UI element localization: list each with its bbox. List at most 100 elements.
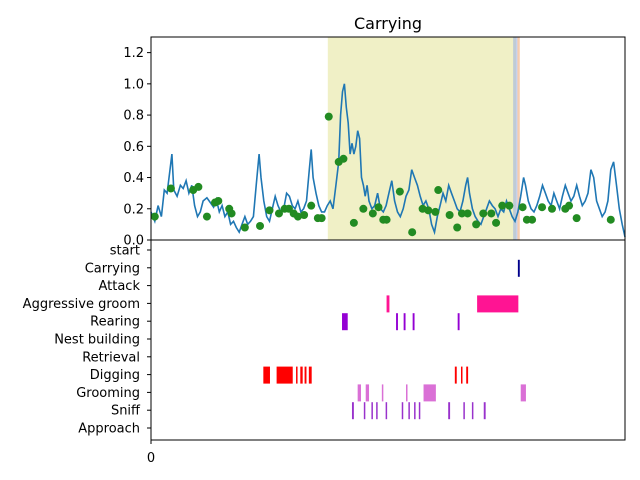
marker-point [339, 154, 348, 163]
marker-point [498, 201, 507, 210]
marker-point [265, 206, 274, 215]
category-label: Sniff [111, 404, 141, 419]
marker-point [150, 212, 159, 221]
shaded-span-1 [513, 37, 518, 240]
event-bar [448, 402, 451, 420]
marker-point [457, 209, 466, 218]
category-label: Aggressive groom [23, 297, 140, 312]
event-bar [386, 295, 390, 313]
event-bar [517, 259, 520, 277]
event-bar [406, 384, 408, 402]
marker-point [472, 220, 481, 229]
category-label: Digging [90, 368, 140, 383]
marker-point [479, 209, 488, 218]
event-bar [351, 402, 354, 420]
marker-point [606, 215, 615, 224]
event-bar [308, 366, 312, 384]
category-label: Approach [78, 422, 140, 437]
event-bar [365, 384, 370, 402]
event-bar [520, 384, 526, 402]
event-bar [463, 402, 465, 420]
marker-point [382, 215, 391, 224]
x-tick-label: 0 [147, 451, 155, 466]
marker-point [487, 209, 496, 218]
event-bar [466, 366, 469, 384]
event-bar [414, 402, 416, 420]
event-bar [300, 366, 303, 384]
category-label: Carrying [85, 261, 140, 276]
y-tick-label: 0.8 [123, 109, 144, 124]
bottom-plot-area [151, 240, 625, 440]
behavior-raster-chart: start Carrying Attack Aggressive groom Reari… [23, 239, 626, 466]
y-tick-label: 1.0 [123, 77, 144, 92]
marker-point [240, 223, 249, 232]
marker-point [505, 201, 514, 210]
marker-point [300, 211, 309, 220]
event-bar [477, 295, 519, 313]
event-bar [296, 366, 298, 384]
event-bar [385, 402, 388, 420]
marker-point [538, 203, 547, 212]
marker-point [492, 218, 501, 227]
event-bar [483, 402, 486, 420]
marker-point [565, 201, 574, 210]
event-bar [276, 366, 293, 384]
marker-point [166, 184, 175, 193]
y-tick-label: 1.2 [123, 46, 144, 61]
category-label: Rearing [90, 315, 140, 330]
event-bar [357, 384, 361, 402]
marker-point [463, 209, 472, 218]
y-tick-label: 0.6 [123, 140, 144, 155]
shaded-span-2 [517, 37, 520, 240]
marker-point [431, 207, 440, 216]
event-bar [304, 366, 307, 384]
category-label: Attack [98, 279, 140, 294]
marker-point [368, 209, 377, 218]
event-bar [396, 313, 398, 331]
marker-point [408, 228, 417, 237]
top-line-chart: 0.0 0.2 0.4 0.6 0.8 1.0 1.2 Carrying [123, 14, 626, 249]
event-bar [401, 402, 404, 420]
marker-point [227, 209, 236, 218]
event-bar [418, 402, 421, 420]
marker-point [307, 201, 316, 210]
marker-point [434, 186, 443, 195]
chart-title: Carrying [354, 14, 422, 33]
marker-point [256, 221, 265, 230]
y-tick-label: 0.4 [123, 171, 144, 186]
category-label: start [110, 244, 140, 259]
marker-point [548, 204, 557, 213]
event-bar [454, 366, 457, 384]
marker-point [293, 212, 302, 221]
category-label: Grooming [76, 386, 140, 401]
bottom-plot-frame [150, 239, 626, 441]
event-bar [371, 402, 373, 420]
y-tick-label: 0.2 [123, 202, 144, 217]
marker-point [518, 203, 527, 212]
marker-point [528, 215, 537, 224]
event-bar [460, 366, 463, 384]
event-bar [381, 384, 384, 402]
event-bar [363, 402, 366, 420]
event-bar [471, 402, 474, 420]
category-label: Retrieval [82, 350, 140, 365]
y-tick-label: 0.0 [123, 234, 144, 249]
marker-point [194, 182, 203, 191]
event-bar [457, 313, 460, 331]
marker-point [214, 196, 223, 205]
marker-point [424, 206, 433, 215]
marker-point [202, 212, 211, 221]
marker-point [359, 204, 368, 213]
event-bar [342, 313, 348, 331]
marker-point [395, 187, 404, 196]
marker-point [349, 218, 358, 227]
event-bar [376, 402, 378, 420]
event-bar [408, 402, 410, 420]
event-bar [403, 313, 406, 331]
marker-point [445, 211, 454, 220]
marker-point [453, 223, 462, 232]
event-bar [412, 313, 415, 331]
marker-point [572, 214, 581, 223]
event-bar [423, 384, 436, 402]
